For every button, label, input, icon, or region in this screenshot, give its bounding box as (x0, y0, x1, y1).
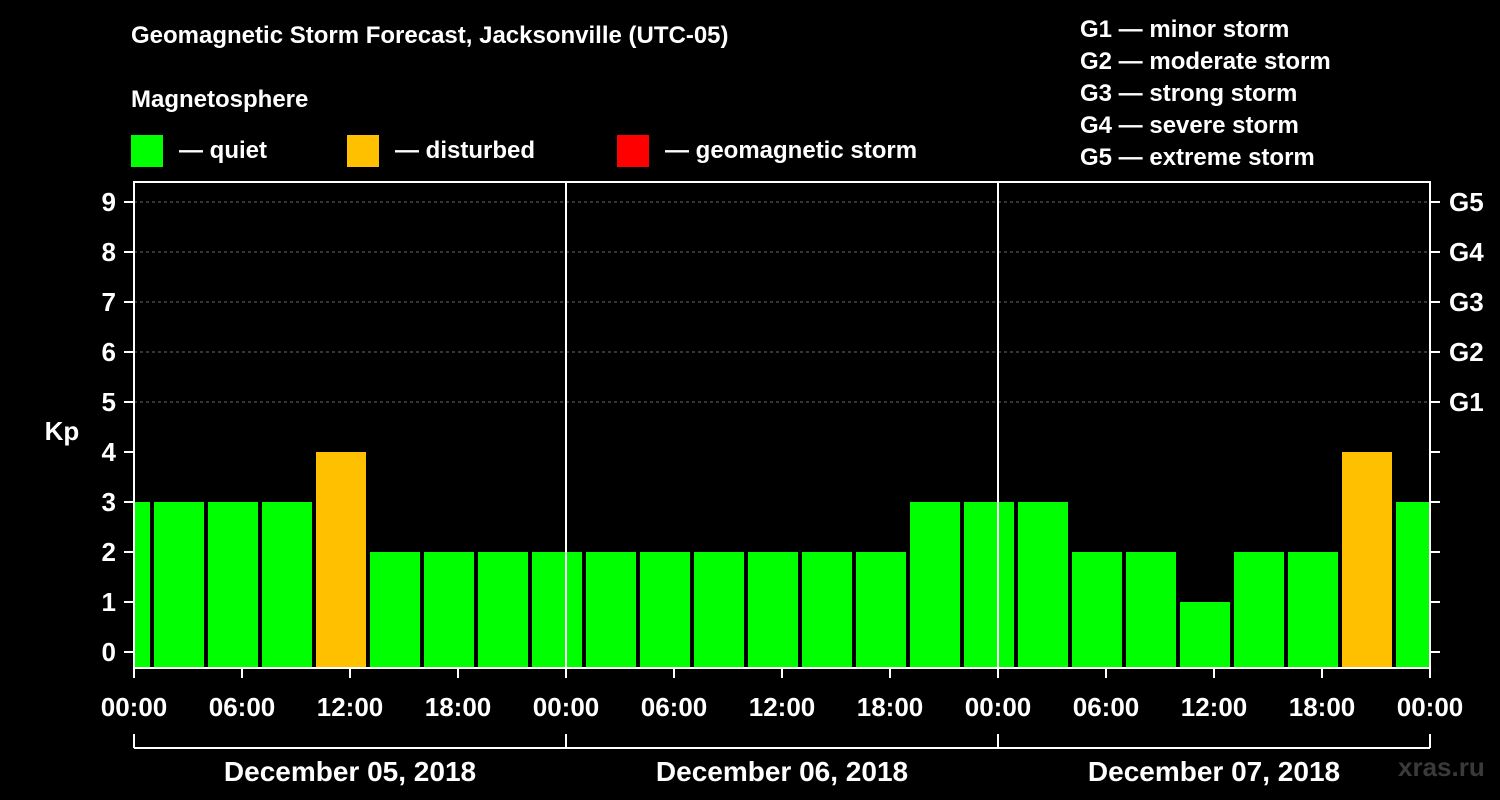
legend-label-disturbed: — disturbed (395, 137, 536, 164)
y-tick-label-7: 7 (102, 287, 116, 317)
y-tick-label-3: 3 (102, 487, 116, 517)
bar-5 (370, 552, 420, 668)
bar-1 (154, 502, 204, 668)
bar-24 (1396, 502, 1429, 668)
right-tick-label-g3: G3 (1449, 287, 1484, 317)
legend-swatch-quiet (131, 135, 163, 167)
bar-20 (1180, 602, 1230, 668)
bar-6 (424, 552, 474, 668)
x-tick-label-10: 12:00 (1181, 692, 1248, 722)
y-tick-label-4: 4 (102, 437, 117, 467)
legend-item-disturbed: — disturbed (347, 135, 535, 167)
y-tick-label-2: 2 (102, 537, 116, 567)
y-tick-label-8: 8 (102, 237, 116, 267)
day-label-1: December 06, 2018 (656, 756, 908, 787)
bar-18 (1072, 552, 1122, 668)
x-tick-label-12: 00:00 (1397, 692, 1464, 722)
y-tick-label-1: 1 (102, 587, 116, 617)
x-tick-label-2: 12:00 (317, 692, 384, 722)
bar-14 (856, 552, 906, 668)
y-tick-label-0: 0 (102, 637, 116, 667)
bar-17 (1018, 502, 1068, 668)
storm-scale-legend: G1 — minor storm G2 — moderate storm G3 … (1080, 14, 1331, 174)
x-tick-label-1: 06:00 (209, 692, 276, 722)
bar-11 (694, 552, 744, 668)
bar-12 (748, 552, 798, 668)
x-tick-label-3: 18:00 (425, 692, 492, 722)
x-tick-label-6: 12:00 (749, 692, 816, 722)
right-tick-label-g2: G2 (1449, 337, 1484, 367)
legend-label-storm: — geomagnetic storm (665, 137, 918, 164)
legend-item-storm: — geomagnetic storm (617, 135, 917, 167)
legend-item-quiet: — quiet (131, 135, 267, 167)
y-tick-label-5: 5 (102, 387, 116, 417)
bar-8 (532, 552, 582, 668)
bar-19 (1126, 552, 1176, 668)
x-tick-label-9: 06:00 (1073, 692, 1140, 722)
legend-swatch-disturbed (347, 135, 379, 167)
legend-swatch-storm (617, 135, 649, 167)
storm-scale-g2: G2 — moderate storm (1080, 48, 1331, 75)
bar-22 (1288, 552, 1338, 668)
y-tick-label-9: 9 (102, 187, 116, 217)
x-tick-label-8: 00:00 (965, 692, 1032, 722)
right-tick-label-g4: G4 (1449, 237, 1484, 267)
storm-scale-g3: G3 — strong storm (1080, 80, 1298, 107)
legend-label-quiet: — quiet (179, 137, 267, 164)
storm-scale-g5: G5 — extreme storm (1080, 144, 1315, 171)
bar-13 (802, 552, 852, 668)
bar-10 (640, 552, 690, 668)
storm-scale-g1: G1 — minor storm (1080, 16, 1290, 43)
legend-title: Magnetosphere (131, 86, 309, 113)
day-label-2: December 07, 2018 (1088, 756, 1340, 787)
right-tick-label-g5: G5 (1449, 187, 1484, 217)
bar-9 (586, 552, 636, 668)
bar-2 (208, 502, 258, 668)
x-tick-label-0: 00:00 (101, 692, 168, 722)
bar-23 (1342, 452, 1392, 668)
bar-21 (1234, 552, 1284, 668)
bar-4 (316, 452, 366, 668)
x-tick-label-11: 18:00 (1289, 692, 1356, 722)
y-axis-label: Kp (45, 416, 80, 446)
y-tick-label-6: 6 (102, 337, 116, 367)
watermark: xras.ru (1398, 752, 1485, 782)
bar-7 (478, 552, 528, 668)
day-label-0: December 05, 2018 (224, 756, 476, 787)
x-tick-label-7: 18:00 (857, 692, 924, 722)
bar-3 (262, 502, 312, 668)
bar-16 (964, 502, 1014, 668)
storm-scale-g4: G4 — severe storm (1080, 112, 1299, 139)
right-tick-label-g1: G1 (1449, 387, 1484, 417)
x-tick-label-4: 00:00 (533, 692, 600, 722)
bar-15 (910, 502, 960, 668)
x-tick-label-5: 06:00 (641, 692, 708, 722)
bar-0 (135, 502, 150, 668)
chart-title: Geomagnetic Storm Forecast, Jacksonville… (131, 22, 729, 49)
